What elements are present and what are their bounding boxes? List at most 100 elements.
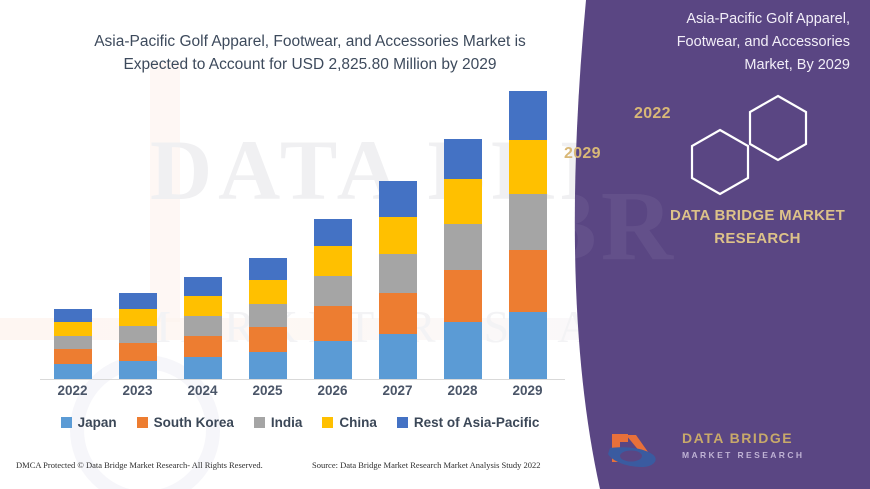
brand-panel-title-line-3: Market, By 2029 bbox=[744, 57, 850, 74]
legend-label: Japan bbox=[77, 415, 117, 430]
hexagon-2029-label: 2029 bbox=[564, 145, 601, 162]
x-axis-label: 2022 bbox=[57, 383, 88, 398]
bar-segment bbox=[378, 216, 417, 254]
hexagon-shapes bbox=[690, 94, 808, 196]
stacked-bar[interactable] bbox=[248, 258, 287, 379]
legend-label: China bbox=[339, 415, 377, 430]
bar-segment bbox=[508, 91, 547, 140]
bar-segment bbox=[118, 343, 157, 361]
legend-item[interactable]: South Korea bbox=[136, 415, 234, 430]
bar-segment bbox=[378, 292, 417, 334]
bar-segment bbox=[248, 326, 287, 352]
brand-panel-title: Asia-Pacific Golf Apparel, Footwear, and… bbox=[635, 8, 850, 78]
brand-panel-content: BR Asia-Pacific Golf Apparel, Footwear, … bbox=[530, 0, 870, 489]
bar-segment bbox=[183, 276, 222, 297]
bar-segment bbox=[508, 193, 547, 251]
bar-group bbox=[430, 100, 495, 379]
bar-segment bbox=[248, 303, 287, 327]
bar-segment bbox=[183, 356, 222, 379]
brand-panel-shape bbox=[574, 0, 870, 489]
stacked-bar[interactable] bbox=[378, 181, 417, 379]
x-axis-label: 2027 bbox=[382, 383, 413, 398]
hexagon-2022 bbox=[748, 94, 808, 162]
bar-segment bbox=[183, 336, 222, 357]
bar-group bbox=[495, 91, 560, 379]
legend-swatch bbox=[253, 417, 265, 428]
bar-segment bbox=[443, 270, 482, 323]
brand-panel-title-line-1: Asia-Pacific Golf Apparel, bbox=[686, 11, 850, 27]
bar-segment bbox=[313, 306, 352, 342]
bar-segment bbox=[378, 181, 417, 217]
brand-name-line-2: RESEARCH bbox=[714, 229, 801, 247]
bar-group bbox=[40, 100, 105, 379]
logo: DATA BRIDGE MARKET RESEARCH bbox=[602, 428, 852, 472]
legend-label: Rest of Asia-Pacific bbox=[413, 415, 540, 430]
legend-item[interactable]: Japan bbox=[60, 415, 117, 430]
bar-segment bbox=[313, 218, 352, 246]
bar-segment bbox=[183, 316, 222, 337]
hexagon-pair bbox=[660, 92, 850, 197]
bar-segment bbox=[248, 280, 287, 304]
legend-item[interactable]: India bbox=[253, 415, 303, 430]
bar-group bbox=[235, 100, 300, 379]
logo-text: DATA BRIDGE MARKET RESEARCH bbox=[682, 430, 804, 460]
bar-group bbox=[170, 100, 235, 379]
hexagon-2029 bbox=[690, 128, 750, 196]
x-axis-label: 2026 bbox=[317, 383, 348, 398]
brand-panel-title-line-2: Footwear, and Accessories bbox=[676, 34, 850, 51]
chart-bars-container bbox=[40, 91, 560, 379]
bar-segment bbox=[53, 363, 92, 379]
stacked-bar[interactable] bbox=[443, 138, 482, 379]
stacked-bar[interactable] bbox=[313, 218, 352, 379]
x-axis-label: 2023 bbox=[122, 383, 153, 398]
legend-label: India bbox=[270, 415, 303, 430]
logo-text-line-2: MARKET RESEARCH bbox=[682, 450, 805, 460]
bar-segment bbox=[118, 309, 157, 327]
bar-segment bbox=[53, 335, 92, 350]
chart-x-axis-labels: 2022 2023 2024 2025 2026 2027 2028 2029 bbox=[40, 383, 560, 398]
bar-segment bbox=[248, 258, 287, 281]
logo-text-line-1: DATA BRIDGE bbox=[682, 430, 794, 446]
bar-segment bbox=[118, 360, 157, 379]
page-title-line-2: Expected to Account for USD 2,825.80 Mil… bbox=[123, 56, 497, 74]
legend-item[interactable]: Rest of Asia-Pacific bbox=[396, 415, 540, 430]
legend-swatch bbox=[136, 417, 148, 428]
stacked-bar[interactable] bbox=[183, 276, 222, 379]
stacked-bar[interactable] bbox=[118, 293, 157, 379]
x-axis-label: 2024 bbox=[187, 383, 218, 398]
bar-segment bbox=[118, 293, 157, 310]
stacked-bar-chart: 2022 2023 2024 2025 2026 2027 2028 2029 bbox=[0, 91, 575, 400]
footer-copyright: DMCA Protected © Data Bridge Market Rese… bbox=[16, 460, 263, 470]
bar-segment bbox=[53, 309, 92, 322]
legend-label: South Korea bbox=[153, 415, 234, 430]
bar-segment bbox=[508, 311, 547, 379]
hexagon-2022-label: 2022 bbox=[634, 105, 671, 122]
bar-group bbox=[300, 100, 365, 379]
bar-segment bbox=[378, 334, 417, 379]
legend-swatch bbox=[396, 417, 408, 428]
bar-segment bbox=[443, 322, 482, 379]
legend-item[interactable]: China bbox=[322, 415, 377, 430]
bar-segment bbox=[508, 139, 547, 194]
page-title-line-1: Asia-Pacific Golf Apparel, Footwear, and… bbox=[94, 33, 526, 50]
chart-legend: Japan South Korea India China Rest of Asia-P… bbox=[45, 415, 555, 430]
bar-segment bbox=[443, 179, 482, 225]
bar-segment bbox=[443, 224, 482, 271]
brand-name: DATA BRIDGE MARKET RESEARCH bbox=[650, 205, 865, 250]
bar-segment bbox=[508, 250, 547, 312]
stacked-bar[interactable] bbox=[508, 91, 547, 379]
stacked-bar[interactable] bbox=[53, 309, 92, 379]
x-axis-label: 2025 bbox=[252, 383, 283, 398]
bar-segment bbox=[53, 321, 92, 336]
legend-swatch bbox=[322, 417, 334, 428]
chart-x-axis-line bbox=[40, 379, 565, 380]
logo-mark-icon bbox=[608, 434, 656, 467]
bar-segment bbox=[378, 253, 417, 293]
bar-segment bbox=[313, 245, 352, 277]
brand-panel: BR Asia-Pacific Golf Apparel, Footwear, … bbox=[530, 0, 870, 489]
brand-name-line-1: DATA BRIDGE MARKET bbox=[669, 207, 846, 224]
footer: DMCA Protected © Data Bridge Market Rese… bbox=[0, 460, 575, 480]
bar-group bbox=[365, 100, 430, 379]
x-axis-label: 2028 bbox=[447, 383, 478, 398]
